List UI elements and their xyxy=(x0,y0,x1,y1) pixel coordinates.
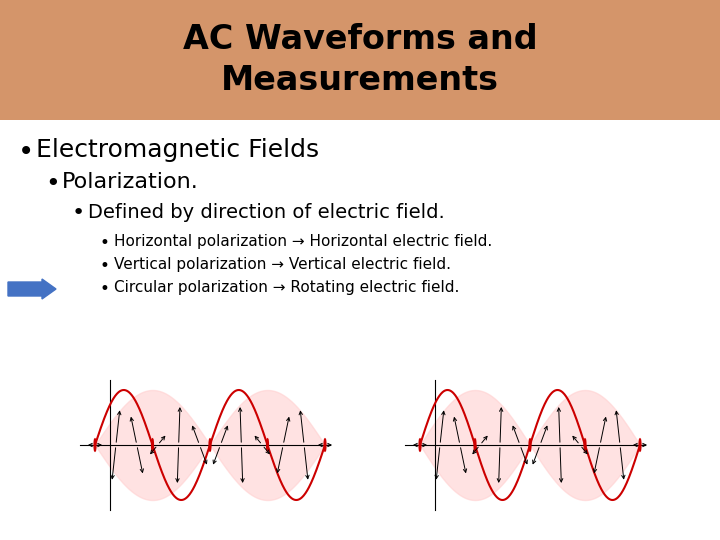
Ellipse shape xyxy=(639,439,641,451)
Text: •: • xyxy=(100,234,110,252)
FancyBboxPatch shape xyxy=(0,0,720,120)
Ellipse shape xyxy=(324,439,325,451)
Ellipse shape xyxy=(210,439,211,451)
Text: Vertical polarization → Vertical electric field.: Vertical polarization → Vertical electri… xyxy=(114,257,451,272)
FancyArrow shape xyxy=(8,279,56,299)
Text: AC Waveforms and
Measurements: AC Waveforms and Measurements xyxy=(183,23,537,97)
Ellipse shape xyxy=(152,439,153,451)
Text: •: • xyxy=(100,257,110,275)
Text: Polarization.: Polarization. xyxy=(62,172,199,192)
Text: Circular polarization → Rotating electric field.: Circular polarization → Rotating electri… xyxy=(114,280,459,295)
Text: •: • xyxy=(18,138,35,166)
Text: •: • xyxy=(100,280,110,298)
Ellipse shape xyxy=(584,439,586,451)
Ellipse shape xyxy=(419,439,420,451)
Text: •: • xyxy=(45,172,60,196)
Ellipse shape xyxy=(266,439,269,451)
Ellipse shape xyxy=(94,439,96,451)
Ellipse shape xyxy=(474,439,476,451)
Text: Horizontal polarization → Horizontal electric field.: Horizontal polarization → Horizontal ele… xyxy=(114,234,492,249)
Ellipse shape xyxy=(529,439,531,451)
Text: •: • xyxy=(72,203,85,223)
Text: Defined by direction of electric field.: Defined by direction of electric field. xyxy=(88,203,445,222)
Text: Electromagnetic Fields: Electromagnetic Fields xyxy=(36,138,319,162)
